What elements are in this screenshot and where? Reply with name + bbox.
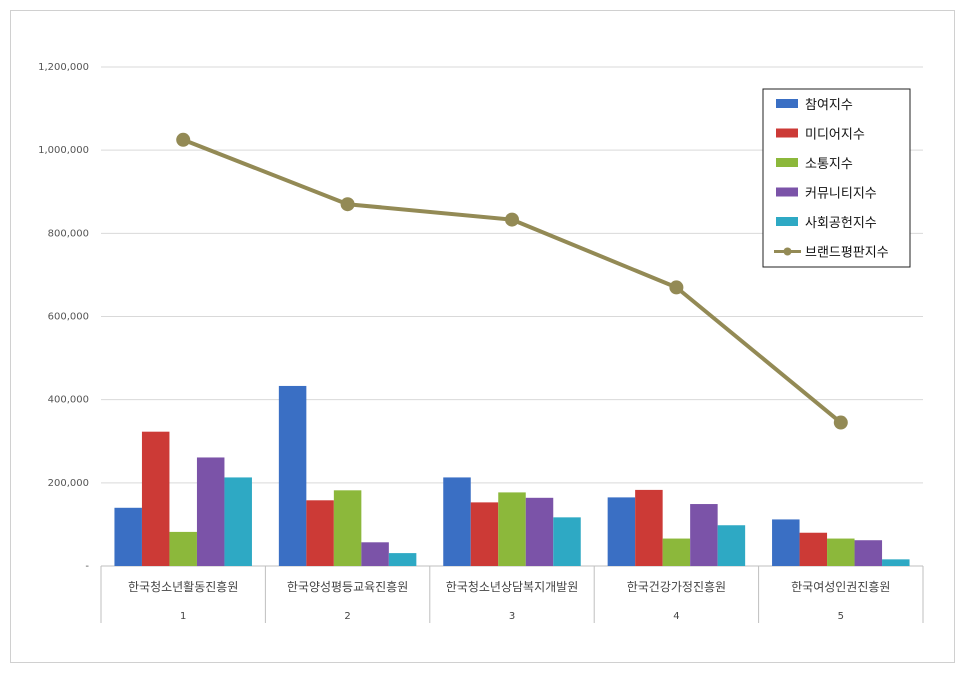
legend-swatch xyxy=(776,187,798,197)
y-tick-label: 600,000 xyxy=(48,312,89,323)
x-category-number: 2 xyxy=(344,611,350,622)
line-point xyxy=(176,132,191,147)
bar-series xyxy=(114,385,910,566)
bar xyxy=(470,502,499,566)
bar xyxy=(388,553,417,566)
chart-canvas: - 200,000 400,000 600,000 800,000 1,000,000 1,… xyxy=(38,62,924,623)
bar xyxy=(882,559,910,566)
line-point xyxy=(505,212,519,227)
x-category-label: 한국건강가정진흥원 xyxy=(627,580,726,594)
legend-label: 커뮤니티지수 xyxy=(805,187,877,202)
bar xyxy=(498,492,526,566)
line-point xyxy=(669,280,684,295)
series-line xyxy=(182,137,843,425)
bar xyxy=(854,540,883,566)
bar xyxy=(443,477,471,566)
legend-label: 소통지수 xyxy=(805,157,853,172)
legend-swatch xyxy=(776,217,798,226)
legend-swatch xyxy=(776,99,798,108)
y-tick-label: 1,200,000 xyxy=(38,62,89,73)
bar xyxy=(827,538,855,566)
bar xyxy=(635,489,663,566)
bar xyxy=(333,490,362,566)
x-category-number: 4 xyxy=(673,611,679,622)
line-series xyxy=(176,132,848,430)
bar xyxy=(690,504,718,566)
legend-swatch xyxy=(776,128,798,138)
legend-label: 참여지수 xyxy=(805,98,853,113)
bar xyxy=(772,519,800,566)
x-category-number: 3 xyxy=(509,611,515,622)
bar xyxy=(224,477,252,566)
legend-marker xyxy=(783,247,792,256)
bar xyxy=(278,385,307,566)
bar xyxy=(799,532,828,566)
x-category-label: 한국양성평등교육진흥원 xyxy=(287,580,408,594)
y-tick-label: 200,000 xyxy=(48,478,89,489)
y-axis: - 200,000 400,000 600,000 800,000 1,000,000 1,… xyxy=(38,62,89,572)
legend-box xyxy=(762,88,911,268)
bar xyxy=(717,525,746,566)
bar xyxy=(662,538,691,566)
bar xyxy=(141,431,170,566)
x-category-label: 한국여성인권진흥원 xyxy=(791,580,890,594)
legend-label: 브랜드평판지수 xyxy=(805,246,889,261)
bar xyxy=(525,497,554,566)
x-axis: 한국청소년활동진흥원 1 한국양성평등교육진흥원 2 한국청소년상담복지개발원 3 한국건강… xyxy=(100,566,924,623)
x-category-number: 5 xyxy=(838,611,844,622)
y-tick-label: 1,000,000 xyxy=(38,145,89,156)
bar xyxy=(196,457,225,566)
line-point xyxy=(340,197,355,212)
chart-frame: - 200,000 400,000 600,000 800,000 1,000,000 1,… xyxy=(10,10,955,663)
bar xyxy=(169,531,197,566)
x-category-label: 한국청소년상담복지개발원 xyxy=(446,580,578,594)
y-tick-label: - xyxy=(85,561,89,572)
legend-label: 미디어지수 xyxy=(805,128,865,143)
line-point xyxy=(833,415,848,430)
bar xyxy=(114,507,142,566)
y-tick-label: 400,000 xyxy=(48,395,89,406)
bar xyxy=(553,517,581,566)
bar xyxy=(607,497,636,566)
legend-label: 사회공헌지수 xyxy=(805,216,877,231)
bar xyxy=(306,500,334,566)
y-tick-label: 800,000 xyxy=(48,228,89,239)
bar xyxy=(361,542,389,566)
x-category-label: 한국청소년활동진흥원 xyxy=(128,580,238,594)
legend-swatch xyxy=(776,158,798,167)
x-category-number: 1 xyxy=(180,611,186,622)
